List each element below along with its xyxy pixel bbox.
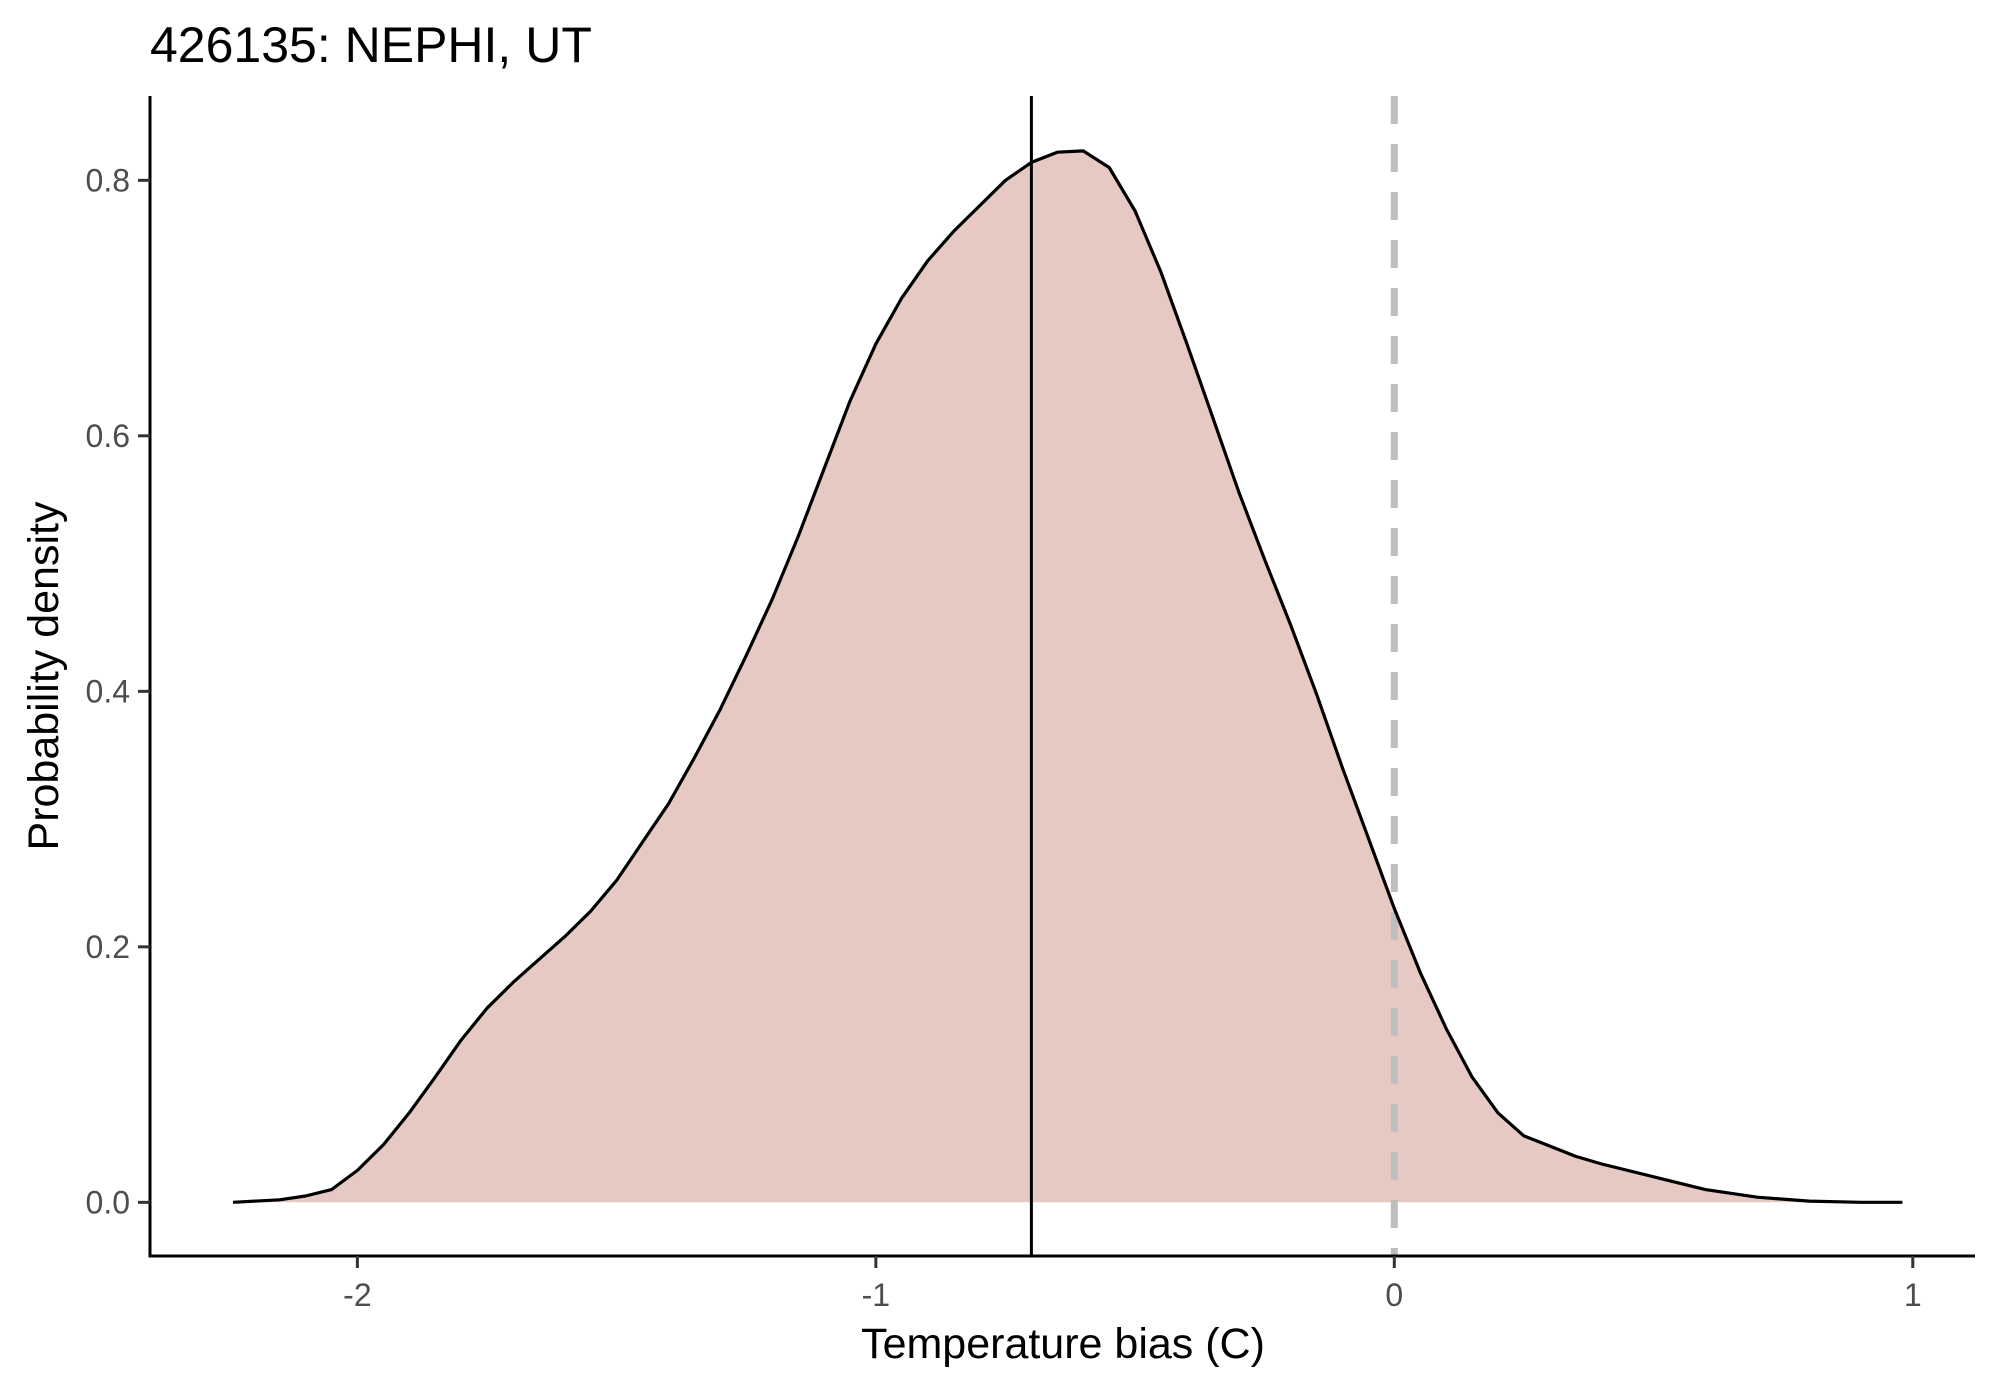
y-axis-title: Probability density [20, 501, 68, 850]
y-tick-label: 0.6 [86, 418, 130, 454]
x-tick-label: -2 [343, 1277, 371, 1313]
x-tick-label: 0 [1385, 1277, 1403, 1313]
chart-title: 426135: NEPHI, UT [150, 17, 592, 73]
x-axis-title: Temperature bias (C) [861, 1320, 1265, 1368]
x-tick-label: -1 [862, 1277, 890, 1313]
y-tick-label: 0.4 [86, 673, 130, 709]
x-tick-label: 1 [1904, 1277, 1922, 1313]
y-tick-label: 0.2 [86, 929, 130, 965]
plot-area [232, 96, 1903, 1256]
y-tick-label: 0.8 [86, 162, 130, 198]
density-area [233, 150, 1903, 1203]
axes: -2 -1 0 1 0.0 0.2 0.4 0.6 0.8 [86, 96, 1975, 1313]
y-tick-label: 0.0 [86, 1184, 130, 1220]
density-curve [232, 149, 1903, 1204]
